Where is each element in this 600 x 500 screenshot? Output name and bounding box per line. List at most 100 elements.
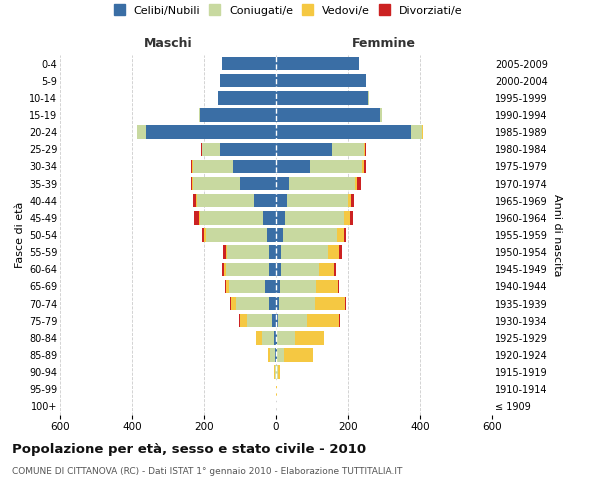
Bar	[332, 142, 364, 156]
Bar	[364, 160, 365, 173]
Bar	[226, 280, 229, 293]
Bar	[281, 262, 319, 276]
Bar	[276, 314, 278, 328]
Bar	[276, 280, 280, 293]
Bar	[247, 314, 272, 328]
Bar	[275, 348, 276, 362]
Bar	[276, 194, 287, 207]
Bar	[254, 194, 276, 207]
Bar	[226, 246, 227, 259]
Bar	[191, 160, 193, 173]
Bar	[269, 262, 276, 276]
Bar	[337, 228, 344, 241]
Bar	[357, 177, 361, 190]
Bar	[263, 211, 276, 224]
Bar	[276, 211, 285, 224]
Bar	[222, 57, 276, 70]
Bar	[276, 331, 277, 344]
Bar	[319, 262, 334, 276]
Bar	[197, 194, 254, 207]
Bar	[268, 348, 269, 362]
Bar	[339, 246, 342, 259]
Bar	[229, 280, 265, 293]
Bar	[283, 228, 337, 241]
Y-axis label: Fasce di età: Fasce di età	[14, 202, 25, 268]
Bar	[280, 280, 316, 293]
Bar	[285, 211, 344, 224]
Bar	[278, 314, 307, 328]
Text: COMUNE DI CITTANOVA (RC) - Dati ISTAT 1° gennaio 2010 - Elaborazione TUTTITALIA.: COMUNE DI CITTANOVA (RC) - Dati ISTAT 1°…	[12, 468, 403, 476]
Bar	[193, 194, 196, 207]
Bar	[276, 126, 411, 139]
Text: Popolazione per età, sesso e stato civile - 2010: Popolazione per età, sesso e stato civil…	[12, 442, 366, 456]
Text: Femmine: Femmine	[352, 37, 416, 50]
Bar	[230, 297, 231, 310]
Bar	[276, 108, 380, 122]
Bar	[220, 74, 276, 88]
Bar	[191, 177, 193, 190]
Y-axis label: Anni di nascita: Anni di nascita	[551, 194, 562, 276]
Bar	[262, 331, 274, 344]
Bar	[278, 366, 280, 379]
Bar	[226, 262, 269, 276]
Bar	[223, 246, 226, 259]
Bar	[276, 297, 279, 310]
Bar	[411, 126, 422, 139]
Bar	[233, 160, 276, 173]
Bar	[202, 228, 204, 241]
Bar	[200, 108, 276, 122]
Bar	[334, 262, 337, 276]
Bar	[220, 142, 276, 156]
Bar	[269, 348, 275, 362]
Bar	[284, 348, 313, 362]
Bar	[350, 211, 353, 224]
Bar	[199, 108, 200, 122]
Bar	[146, 126, 276, 139]
Bar	[355, 177, 357, 190]
Bar	[276, 262, 281, 276]
Bar	[224, 262, 226, 276]
Bar	[364, 142, 365, 156]
Bar	[289, 177, 355, 190]
Bar	[338, 280, 339, 293]
Bar	[339, 314, 340, 328]
Bar	[281, 246, 328, 259]
Bar	[277, 348, 284, 362]
Bar	[380, 108, 382, 122]
Bar	[274, 331, 276, 344]
Bar	[274, 366, 275, 379]
Text: Maschi: Maschi	[143, 37, 193, 50]
Bar	[279, 297, 315, 310]
Bar	[287, 194, 348, 207]
Bar	[196, 194, 197, 207]
Bar	[194, 211, 199, 224]
Bar	[276, 177, 289, 190]
Bar	[218, 91, 276, 104]
Bar	[310, 160, 362, 173]
Bar	[277, 331, 295, 344]
Bar	[199, 211, 200, 224]
Bar	[206, 228, 267, 241]
Bar	[277, 366, 278, 379]
Bar	[236, 297, 269, 310]
Bar	[276, 160, 310, 173]
Bar	[276, 57, 359, 70]
Bar	[227, 246, 269, 259]
Bar	[269, 297, 276, 310]
Bar	[193, 177, 240, 190]
Bar	[315, 297, 346, 310]
Bar	[348, 194, 351, 207]
Bar	[224, 280, 226, 293]
Bar	[307, 314, 339, 328]
Bar	[276, 74, 366, 88]
Bar	[239, 314, 240, 328]
Bar	[231, 297, 236, 310]
Bar	[256, 331, 262, 344]
Bar	[269, 246, 276, 259]
Bar	[276, 246, 281, 259]
Bar	[351, 194, 355, 207]
Bar	[240, 314, 247, 328]
Bar	[276, 91, 368, 104]
Bar	[222, 262, 224, 276]
Bar	[276, 348, 277, 362]
